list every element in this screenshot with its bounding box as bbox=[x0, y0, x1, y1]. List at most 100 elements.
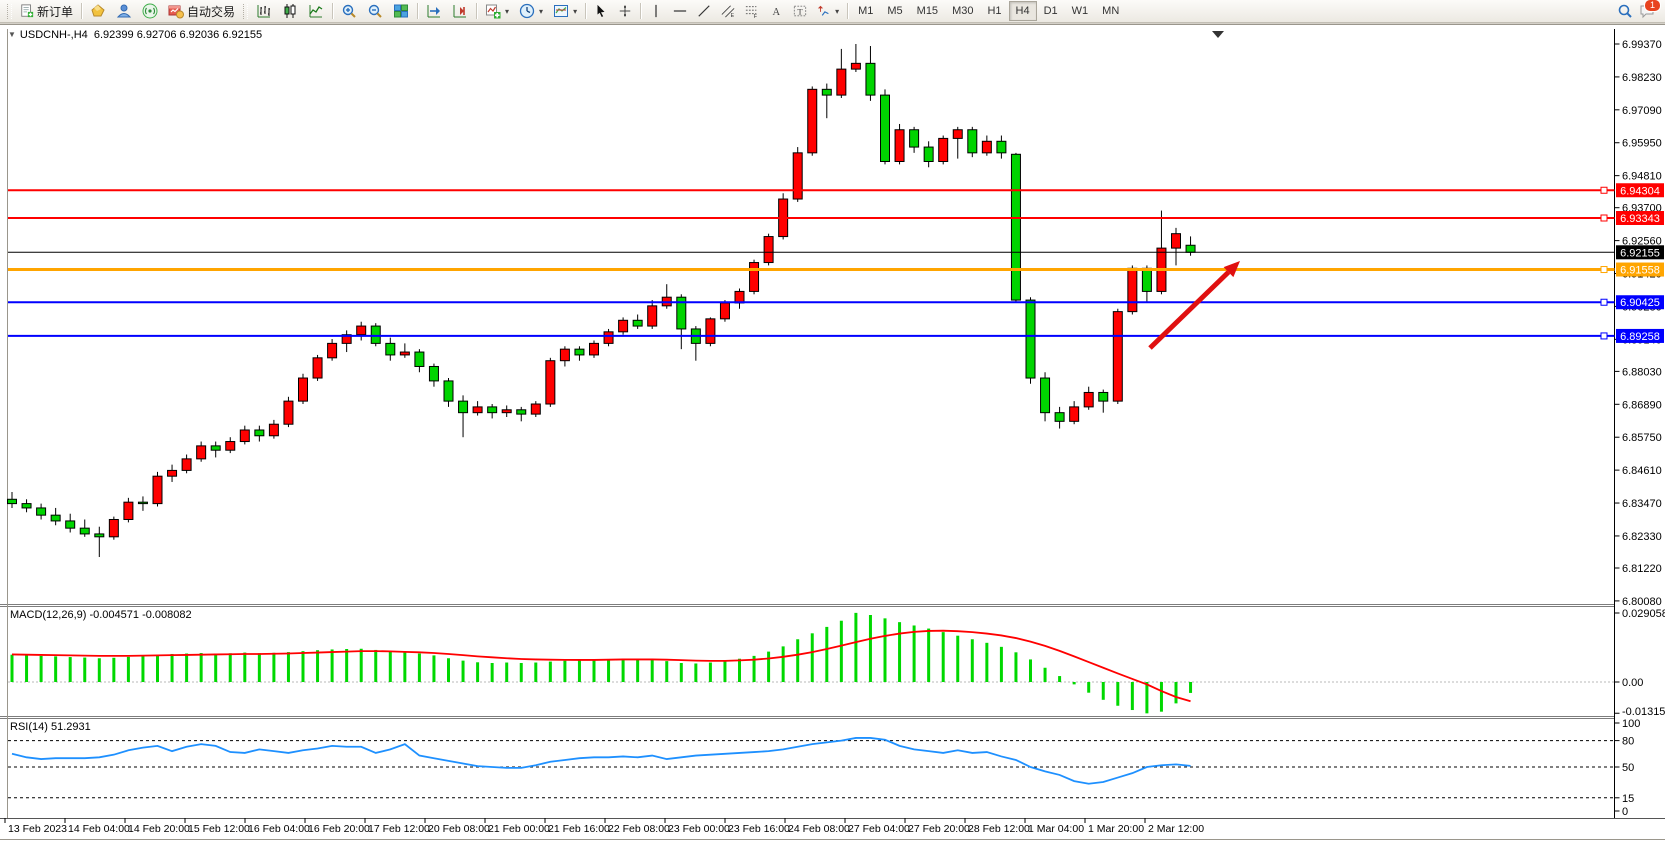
candle-body bbox=[327, 342, 338, 359]
fibonacci-tool-button[interactable]: F bbox=[740, 1, 764, 22]
y-axis-tick-label: 6.92560 bbox=[1622, 236, 1662, 248]
symbol-dropdown-icon[interactable]: ▼ bbox=[8, 30, 16, 39]
candle-body bbox=[530, 403, 541, 415]
x-axis-date-label: 22 Feb 08:00 bbox=[608, 823, 670, 835]
chart-window: 6.99370 6.98230 6.97090 6.95950 6.94810 6.937… bbox=[0, 24, 1665, 841]
candle-body bbox=[152, 475, 163, 505]
chart-title-text: USDCNH-,H4 6.92399 6.92706 6.92036 6.921… bbox=[19, 29, 263, 41]
tile-windows-button[interactable] bbox=[388, 1, 414, 22]
line-handle[interactable] bbox=[1600, 266, 1608, 274]
rsi-axis-label: 100 bbox=[1622, 718, 1640, 730]
hline-price-label-box bbox=[1616, 210, 1664, 225]
templates-button[interactable]: ▾ bbox=[548, 1, 582, 22]
candle-body bbox=[807, 88, 818, 154]
auto-scroll-button[interactable] bbox=[421, 1, 447, 22]
rsi-indicator-label: RSI(14) 51.2931 bbox=[10, 721, 91, 733]
arrows-tool-button[interactable]: ▾ bbox=[812, 1, 844, 22]
macd-signal-line bbox=[11, 629, 1191, 703]
notifications-button[interactable]: 1 bbox=[1639, 0, 1661, 19]
x-axis-date-label: 27 Feb 20:00 bbox=[908, 823, 970, 835]
search-icon[interactable] bbox=[1617, 3, 1633, 19]
dropdown-arrow-icon: ▾ bbox=[539, 6, 544, 16]
separator bbox=[417, 3, 419, 19]
trendline-tool-button[interactable] bbox=[692, 1, 716, 22]
periods-button[interactable]: ▾ bbox=[514, 1, 548, 22]
candle-body bbox=[36, 507, 47, 516]
zoom-in-button[interactable] bbox=[336, 1, 362, 22]
candle-body bbox=[196, 445, 207, 460]
toolbar-grip[interactable] bbox=[243, 3, 249, 19]
candle-body bbox=[414, 351, 425, 367]
cursor-tool-button[interactable] bbox=[589, 1, 613, 22]
line-handle[interactable] bbox=[1600, 186, 1608, 194]
candle-body bbox=[356, 325, 367, 336]
notification-badge: 1 bbox=[1644, 0, 1661, 12]
chart-template-icon bbox=[554, 5, 569, 17]
chart-shift-marker[interactable] bbox=[1212, 31, 1224, 38]
channel-tool-button[interactable]: E bbox=[716, 1, 740, 22]
rsi-axis-label: 15 bbox=[1622, 793, 1634, 805]
trend-arrow-head[interactable] bbox=[1223, 261, 1240, 278]
timeframe-button-H1[interactable]: H1 bbox=[987, 5, 1002, 17]
timeframe-button-M5[interactable]: M5 bbox=[887, 5, 903, 17]
horizontal-line-tool-button[interactable] bbox=[668, 1, 692, 22]
bar-chart-mode-button[interactable] bbox=[251, 1, 277, 22]
timeframe-group: M1 M5 M15 M30 H1 H4 D1 W1 MN bbox=[851, 1, 1126, 21]
timeframe-button-D1[interactable]: D1 bbox=[1043, 5, 1058, 17]
x-axis-date-label: 1 Mar 04:00 bbox=[1028, 823, 1084, 835]
chart-canvas[interactable]: 6.993706.982306.970906.959506.948106.937… bbox=[0, 25, 1665, 841]
hline-price-label-text: 6.93343 bbox=[1620, 213, 1660, 225]
crosshair-tool-button[interactable] bbox=[613, 1, 637, 22]
candle-body bbox=[458, 400, 469, 414]
macd-axis-label: 0.029058 bbox=[1622, 608, 1665, 620]
toolbar-grip[interactable] bbox=[7, 3, 12, 19]
timeframe-button-M30[interactable]: M30 bbox=[952, 5, 974, 17]
signals-broadcast-icon bbox=[142, 3, 158, 19]
y-axis-tick-label: 6.80080 bbox=[1622, 596, 1662, 608]
candle-body bbox=[1112, 311, 1123, 402]
chart-title: ▼ USDCNH-,H4 6.92399 6.92706 6.92036 6.92… bbox=[8, 29, 262, 41]
candle-body bbox=[21, 503, 32, 509]
signals-button[interactable] bbox=[137, 1, 163, 22]
timeframe-button-H4[interactable]: H4 bbox=[1008, 1, 1037, 21]
line-chart-mode-button[interactable] bbox=[303, 1, 329, 22]
x-axis-date-label: 1 Mar 20:00 bbox=[1088, 823, 1144, 835]
indicators-add-icon bbox=[486, 4, 501, 19]
text-tool-button[interactable]: A bbox=[764, 1, 788, 22]
zoom-out-button[interactable] bbox=[362, 1, 388, 22]
candle-body bbox=[516, 409, 527, 415]
candlestick-mode-button[interactable] bbox=[277, 1, 303, 22]
line-handle[interactable] bbox=[1600, 214, 1608, 222]
label-tool-button[interactable]: T bbox=[788, 1, 812, 22]
hline-price-label-text: 6.90425 bbox=[1620, 297, 1660, 309]
candle-body bbox=[559, 348, 570, 362]
y-axis-tick-label: 6.99370 bbox=[1622, 39, 1662, 51]
timeframe-button-MN[interactable]: MN bbox=[1102, 5, 1120, 17]
timeframe-button-M1[interactable]: M1 bbox=[858, 5, 874, 17]
main-toolbar: 新订单 自动交易 ▾ ▾ bbox=[0, 0, 1665, 23]
candle-body bbox=[298, 377, 308, 402]
horizontal-line-icon bbox=[673, 10, 687, 12]
new-order-icon bbox=[21, 4, 34, 18]
market-depth-button[interactable] bbox=[85, 1, 111, 22]
chart-shift-button[interactable] bbox=[447, 1, 473, 22]
indicators-button[interactable]: ▾ bbox=[480, 1, 514, 22]
candle-body bbox=[574, 348, 585, 356]
autotrading-button[interactable]: 自动交易 bbox=[163, 1, 240, 22]
candle-body bbox=[1083, 391, 1094, 408]
candle-body bbox=[589, 342, 599, 356]
candle-body bbox=[821, 88, 832, 96]
line-handle[interactable] bbox=[1600, 332, 1608, 340]
new-order-button[interactable]: 新订单 bbox=[15, 1, 78, 22]
svg-text:T: T bbox=[797, 7, 803, 17]
y-axis-tick-label: 6.84610 bbox=[1622, 465, 1662, 477]
dropdown-arrow-icon: ▾ bbox=[573, 6, 578, 16]
line-handle[interactable] bbox=[1600, 298, 1608, 306]
timeframe-button-W1[interactable]: W1 bbox=[1071, 5, 1089, 17]
auto-scroll-icon bbox=[427, 5, 441, 18]
dropdown-arrow-icon: ▾ bbox=[505, 6, 510, 16]
community-button[interactable] bbox=[111, 1, 137, 22]
trend-arrow-line[interactable] bbox=[1148, 270, 1231, 350]
vertical-line-tool-button[interactable] bbox=[644, 1, 668, 22]
timeframe-button-M15[interactable]: M15 bbox=[916, 5, 939, 17]
